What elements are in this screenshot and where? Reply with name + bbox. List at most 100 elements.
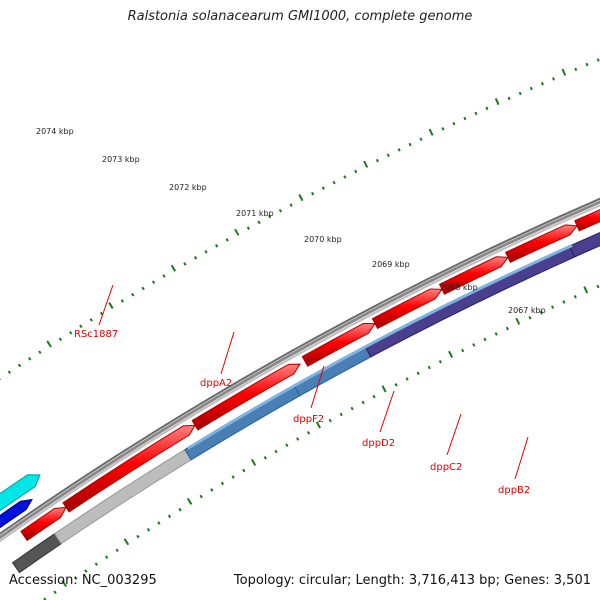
scale-label-2067: 2067 kbp [508, 306, 546, 315]
inner-tick [84, 569, 88, 573]
scale-tick [518, 91, 522, 96]
inner-tick [381, 385, 387, 393]
accession-text: Accession: NC_003295 [9, 573, 157, 588]
scale-tick [343, 175, 347, 179]
inner-tick [350, 406, 354, 411]
inner-tick [550, 305, 555, 309]
inner-tick [285, 443, 289, 447]
backbone-line [0, 200, 600, 540]
scale-label-2068: 2068 kbp [440, 283, 478, 292]
scale-tick [298, 194, 304, 202]
inner-tick [339, 412, 343, 417]
steelblue-feature-b [293, 345, 372, 397]
scale-tick [193, 256, 198, 260]
scale-tick [151, 280, 156, 284]
scale-label-2073: 2073 kbp [102, 155, 140, 164]
scale-tick [131, 292, 135, 297]
inner-tick [328, 418, 332, 423]
cds-arrow [371, 288, 443, 330]
inner-tick [186, 497, 193, 505]
inner-tick [115, 548, 119, 553]
scale-tick [120, 299, 124, 303]
scale-tick [596, 58, 600, 62]
scale-tick [170, 264, 177, 272]
scale-tick [574, 67, 578, 72]
scale-tick [89, 318, 93, 322]
scale-tick [463, 116, 467, 121]
scale-tick [215, 244, 219, 248]
inner-tick [361, 400, 365, 405]
inner-tick [562, 300, 566, 304]
inner-tick [405, 377, 409, 381]
inner-tick [505, 326, 510, 331]
cyan-feature [0, 474, 41, 512]
scale-tick [289, 203, 293, 207]
blue-feature [0, 498, 33, 529]
scale-tick [321, 186, 325, 190]
scale-tick [529, 86, 533, 91]
backbone-inner [0, 204, 600, 543]
scale-tick [204, 250, 208, 254]
inner-tick [199, 494, 203, 499]
cds-arrow [20, 506, 67, 542]
scale-tick [58, 337, 63, 342]
scale-tick [354, 169, 358, 174]
inner-tick [448, 350, 454, 358]
scale-tick [17, 363, 22, 368]
scale-label-2074: 2074 kbp [36, 127, 74, 136]
scale-tick [585, 62, 589, 67]
scale-tick [540, 81, 544, 86]
inner-tick [242, 468, 246, 473]
inner-tick [73, 576, 78, 580]
inner-tick [472, 343, 476, 347]
inner-tick [123, 538, 130, 546]
scale-tick [474, 111, 478, 116]
inner-tick [483, 337, 487, 342]
inner-tick [539, 310, 543, 315]
inner-tick [416, 371, 420, 376]
scale-tick [428, 128, 434, 136]
label-leaders [98, 284, 529, 480]
scale-tick [485, 106, 489, 111]
scale-ticks-outer [0, 58, 600, 381]
scale-label-2070: 2070 kbp [304, 235, 342, 244]
inner-tick [583, 286, 589, 294]
inner-tick [596, 284, 600, 289]
inner-tick [250, 458, 257, 466]
scale-tick [257, 220, 261, 225]
inner-tick [146, 527, 151, 532]
scale-tick [278, 208, 282, 213]
inner-tick [306, 431, 311, 435]
gene-label-dppd2: dppD2 [362, 438, 395, 449]
inner-tick [515, 317, 521, 325]
gene-label-dppf2: dppF2 [293, 414, 324, 425]
scale-tick [397, 148, 401, 152]
scale-label-2069: 2069 kbp [372, 260, 410, 269]
scale-tick [99, 311, 104, 316]
scale-label-2072: 2072 kbp [169, 183, 207, 192]
scale-tick [494, 97, 500, 106]
scale-labels: 2074 kbp 2073 kbp 2072 kbp 2071 kbp 2070… [36, 127, 546, 315]
label-leader [446, 413, 462, 456]
topology-text: Topology: circular; Length: 3,716,413 bp… [233, 573, 591, 588]
scale-tick [452, 121, 456, 126]
inner-tick [43, 597, 47, 600]
scale-tick [225, 238, 229, 242]
gene-label-rsc1887: RSc1887 [74, 329, 118, 340]
inner-tick [178, 507, 182, 512]
inner-tick [61, 580, 68, 587]
scale-tick [363, 160, 369, 168]
scale-tick [507, 96, 511, 101]
inner-tick [274, 449, 278, 454]
gene-label-dppa2: dppA2 [200, 378, 232, 389]
dark-gray-feature [11, 533, 63, 574]
gene-labels: RSc1887 dppA2 dppF2 dppD2 dppC2 dppB2 [74, 329, 530, 496]
gene-label-dppb2: dppB2 [498, 485, 530, 496]
inner-tick [104, 555, 109, 559]
scale-tick [561, 68, 567, 76]
cds-arrow [574, 209, 600, 232]
scale-tick [246, 226, 250, 230]
cds-arrow [62, 424, 196, 513]
scale-ticks-inner [43, 284, 600, 600]
